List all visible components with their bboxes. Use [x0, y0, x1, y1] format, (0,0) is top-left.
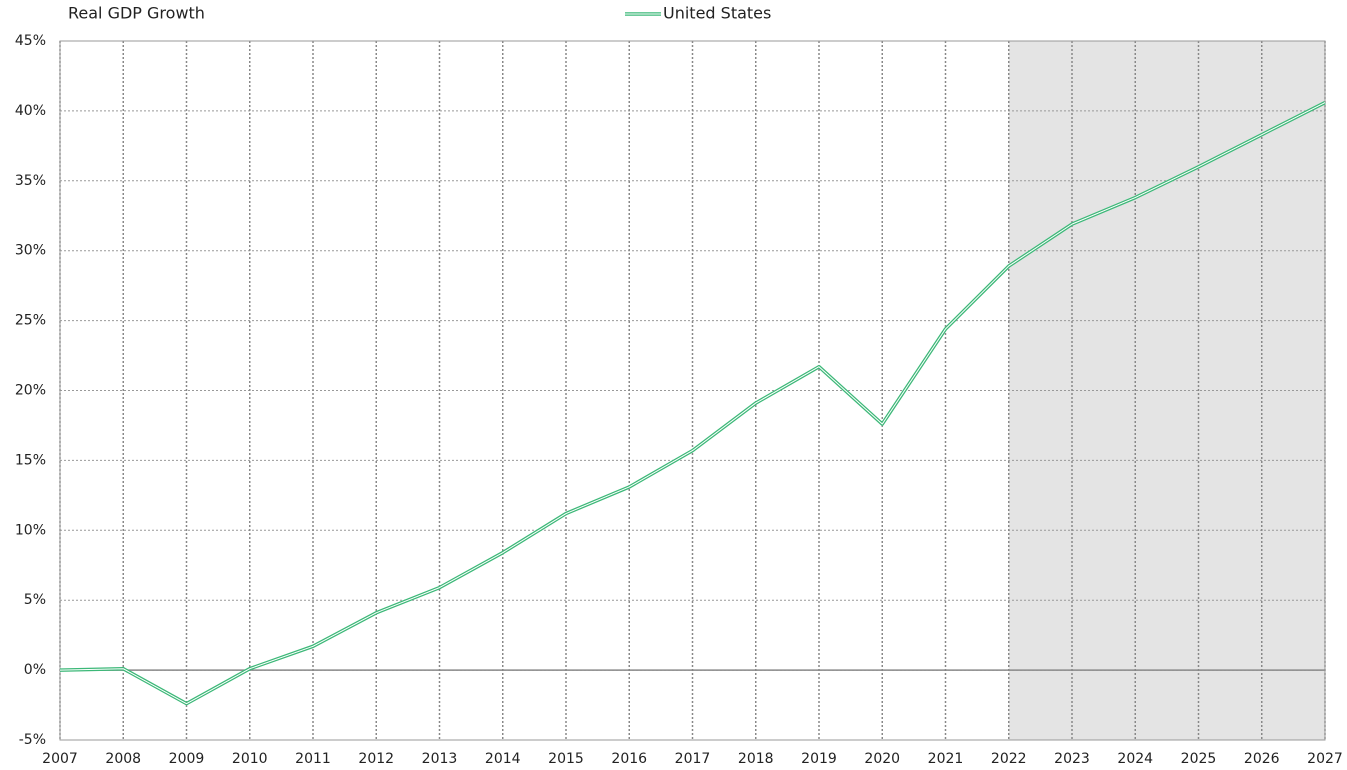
- x-tick-label: 2010: [232, 751, 268, 767]
- legend-label: United States: [663, 4, 771, 23]
- x-tick-label: 2011: [295, 751, 331, 767]
- y-tick-label: 5%: [24, 592, 46, 608]
- x-tick-label: 2027: [1307, 751, 1343, 767]
- y-tick-label: 35%: [15, 173, 46, 189]
- x-tick-label: 2009: [169, 751, 205, 767]
- x-tick-label: 2020: [864, 751, 900, 767]
- x-tick-label: 2026: [1244, 751, 1280, 767]
- plot-border: [59, 40, 1326, 741]
- x-tick-label: 2024: [1117, 751, 1153, 767]
- y-tick-label: 45%: [15, 33, 46, 49]
- x-tick-label: 2019: [801, 751, 837, 767]
- y-tick-label: 25%: [15, 313, 46, 329]
- y-tick-label: 30%: [15, 243, 46, 259]
- x-tick-label: 2022: [991, 751, 1027, 767]
- x-tick-label: 2013: [422, 751, 458, 767]
- y-tick-label: -5%: [19, 732, 46, 748]
- y-tick-label: 40%: [15, 103, 46, 119]
- chart-title: Real GDP Growth: [68, 4, 205, 23]
- x-tick-label: 2016: [611, 751, 647, 767]
- x-tick-label: 2014: [485, 751, 521, 767]
- x-tick-label: 2017: [675, 751, 711, 767]
- series-line-inner: [59, 102, 1326, 705]
- y-tick-label: 20%: [15, 383, 46, 399]
- x-tick-label: 2008: [105, 751, 141, 767]
- x-tick-label: 2012: [358, 751, 394, 767]
- y-tick-label: 0%: [24, 662, 46, 678]
- x-tick-label: 2018: [738, 751, 774, 767]
- x-tick-label: 2023: [1054, 751, 1090, 767]
- y-tick-label: 10%: [15, 522, 46, 538]
- x-tick-label: 2025: [1181, 751, 1217, 767]
- x-tick-label: 2015: [548, 751, 584, 767]
- x-tick-label: 2007: [42, 751, 78, 767]
- x-tick-label: 2021: [928, 751, 964, 767]
- y-tick-label: 15%: [15, 452, 46, 468]
